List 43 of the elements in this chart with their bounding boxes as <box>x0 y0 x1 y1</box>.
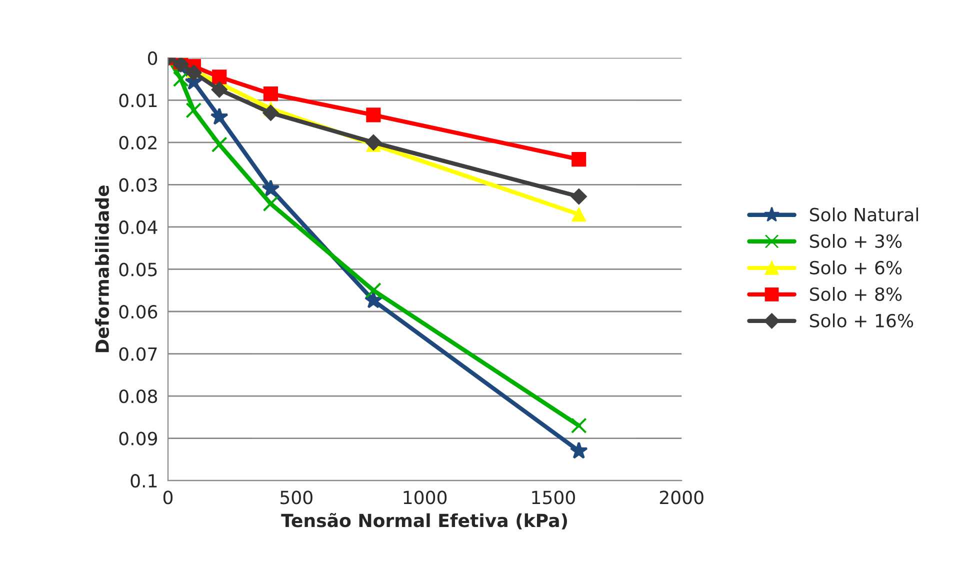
x-tick-label: 1000 <box>404 490 447 504</box>
point <box>210 108 228 125</box>
y-tick-label: 0.08 <box>119 389 158 404</box>
legend-label: Solo Natural <box>810 207 918 222</box>
point <box>364 291 382 308</box>
x-tick-label: 0 <box>163 490 173 504</box>
legend-label: Solo + 6% <box>810 260 902 274</box>
x-axis-title: Tensão Normal Efetiva (kPa) <box>281 513 567 530</box>
legend-label: Solo + 8% <box>810 287 902 301</box>
point <box>262 180 280 197</box>
x-tick-label: 500 <box>280 490 312 504</box>
point <box>211 81 228 98</box>
y-tick-label: 0.02 <box>119 136 156 150</box>
point <box>172 71 189 88</box>
x-tick-label: 2000 <box>660 490 704 504</box>
y-tick-label: 0.1 <box>130 474 157 488</box>
y-tick-label: 0.04 <box>119 220 158 234</box>
y-tick-label: 0.05 <box>119 262 157 276</box>
point <box>212 70 227 84</box>
x-tick-label: 1500 <box>532 490 575 504</box>
y-tick-label: 0 <box>148 51 158 66</box>
point <box>572 206 586 222</box>
point <box>365 134 382 151</box>
y-axis-title: Deformabilidade <box>95 186 110 352</box>
point <box>365 282 382 298</box>
legend-label: Solo + 3% <box>810 234 902 248</box>
point <box>185 64 202 81</box>
point <box>186 102 202 118</box>
point <box>570 442 588 459</box>
y-tick-label: 0.09 <box>119 432 158 446</box>
y-tick-label: 0.06 <box>119 304 158 319</box>
point <box>570 188 588 205</box>
point <box>570 418 587 434</box>
point <box>262 196 279 212</box>
point <box>366 108 381 122</box>
legend-label: Solo + 16% <box>810 314 914 328</box>
point <box>211 136 228 153</box>
y-tick-label: 0.03 <box>119 178 157 192</box>
point <box>262 104 279 122</box>
point <box>572 152 586 167</box>
y-tick-label: 0.07 <box>119 347 157 361</box>
point <box>263 86 278 102</box>
y-tick-label: 0.01 <box>119 94 157 108</box>
